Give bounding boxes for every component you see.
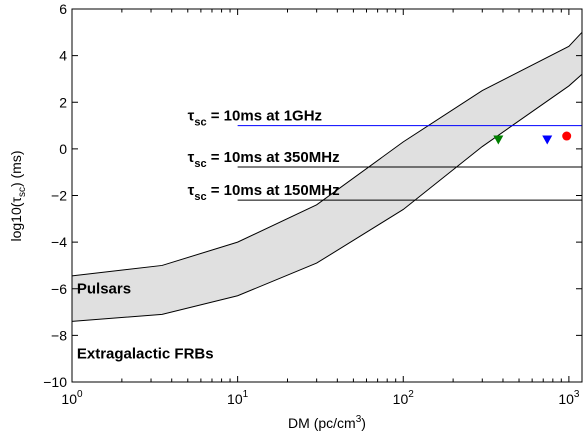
y-axis-label-sub: sc [17,187,28,197]
y-tick-label: −2 [51,188,67,204]
tau-symbol: τ [188,182,195,199]
point-1 [493,135,504,145]
x-tick-label: 102 [393,389,415,407]
x-tick-base: 10 [227,391,243,407]
x-axis-label-sup: 3 [356,414,362,425]
y-axis-label: log10(τsc) (ms) [8,151,28,242]
threshold-label-3: τsc = 10ms at 150MHz [188,182,340,203]
tau-symbol: τ [188,108,195,125]
band-fill [72,32,582,322]
region-annotation-1: Pulsars [77,280,131,297]
frb-points [493,131,572,145]
threshold-label-2: τsc = 10ms at 350MHz [188,149,340,170]
band-upper-edge [71,31,583,277]
x-axis-label-text: DM (pc/cm [288,415,356,431]
tau-subscript: sc [194,191,206,203]
plot-background [72,9,582,382]
y-axis-label-text: log10(τ [8,197,24,242]
x-tick-label: 101 [227,389,249,407]
threshold-text: = 10ms at 350MHz [207,149,340,166]
point-2 [542,135,553,145]
threshold-text: = 10ms at 150MHz [207,182,340,199]
y-axis-ticks: −10 −8 −6 −4 −2 0 2 4 6 [43,1,582,390]
x-axis-label: DM (pc/cm3) [288,414,366,431]
x-axis-label-tail: ) [361,415,366,431]
y-tick-label: 6 [59,1,67,17]
y-tick-label: 2 [59,94,67,110]
tau-subscript: sc [194,117,206,129]
threshold-label-1: τsc = 10ms at 1GHz [188,108,322,129]
threshold-text: = 10ms at 1GHz [207,108,322,125]
y-tick-label: −8 [51,327,67,343]
band-lower-edge [71,73,583,322]
region-annotation-2: Extragalactic FRBs [77,346,214,363]
tau-symbol: τ [188,149,195,166]
y-tick-label: −6 [51,281,67,297]
y-tick-label: −4 [51,234,67,250]
x-tick-exponent: 3 [574,389,580,400]
y-tick-label: 4 [59,48,67,64]
point-3 [562,131,572,141]
x-tick-exponent: 2 [408,389,414,400]
y-axis-label-tail: ) (ms) [8,151,24,188]
x-tick-base: 10 [558,391,574,407]
x-axis-ticks: 100 101 102 103 [61,9,580,407]
x-tick-label: 103 [558,389,580,407]
scattering-band [71,31,583,322]
x-tick-exponent: 0 [77,389,83,400]
x-tick-exponent: 1 [243,389,249,400]
x-tick-base: 10 [61,391,77,407]
tau-subscript: sc [194,158,206,170]
x-tick-label: 100 [61,389,83,407]
y-tick-label: −10 [43,374,67,390]
x-tick-base: 10 [393,391,409,407]
region-annotations: Pulsars Extragalactic FRBs [77,280,214,362]
y-tick-label: 0 [59,141,67,157]
